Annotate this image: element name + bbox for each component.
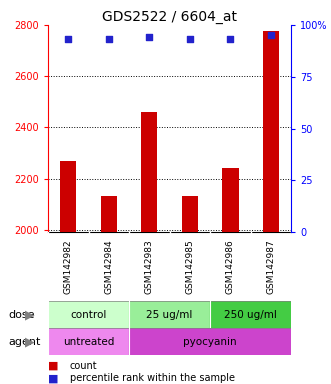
Bar [263, 31, 279, 232]
Text: GSM142986: GSM142986 [226, 240, 235, 294]
Point [268, 32, 274, 38]
Text: percentile rank within the sample: percentile rank within the sample [70, 373, 234, 383]
Bar [101, 197, 117, 232]
Bar [48, 301, 129, 328]
Text: GSM142984: GSM142984 [104, 240, 113, 294]
Text: agent: agent [8, 337, 41, 347]
Point [228, 36, 233, 43]
Text: ▶: ▶ [25, 335, 35, 348]
Bar [129, 328, 291, 355]
Bar [210, 301, 291, 328]
Title: GDS2522 / 6604_at: GDS2522 / 6604_at [102, 10, 237, 24]
Bar [48, 328, 129, 355]
Bar [222, 168, 239, 232]
Text: ▶: ▶ [25, 308, 35, 321]
Text: 25 ug/ml: 25 ug/ml [146, 310, 193, 320]
Text: ■: ■ [48, 373, 59, 383]
Point [187, 36, 193, 43]
Text: count: count [70, 361, 97, 371]
Point [106, 36, 112, 43]
Text: pyocyanin: pyocyanin [183, 337, 237, 347]
Text: dose: dose [8, 310, 35, 320]
Text: untreated: untreated [63, 337, 114, 347]
Text: GSM142983: GSM142983 [145, 240, 154, 294]
Bar [182, 197, 198, 232]
Text: ■: ■ [48, 361, 59, 371]
Text: GSM142982: GSM142982 [64, 240, 73, 294]
Text: GSM142987: GSM142987 [266, 240, 275, 294]
Text: control: control [71, 310, 107, 320]
Bar [60, 161, 76, 232]
Text: 250 ug/ml: 250 ug/ml [224, 310, 277, 320]
Text: GSM142985: GSM142985 [185, 240, 194, 294]
Point [66, 36, 71, 43]
Bar [129, 301, 210, 328]
Bar [141, 112, 158, 232]
Point [147, 34, 152, 40]
